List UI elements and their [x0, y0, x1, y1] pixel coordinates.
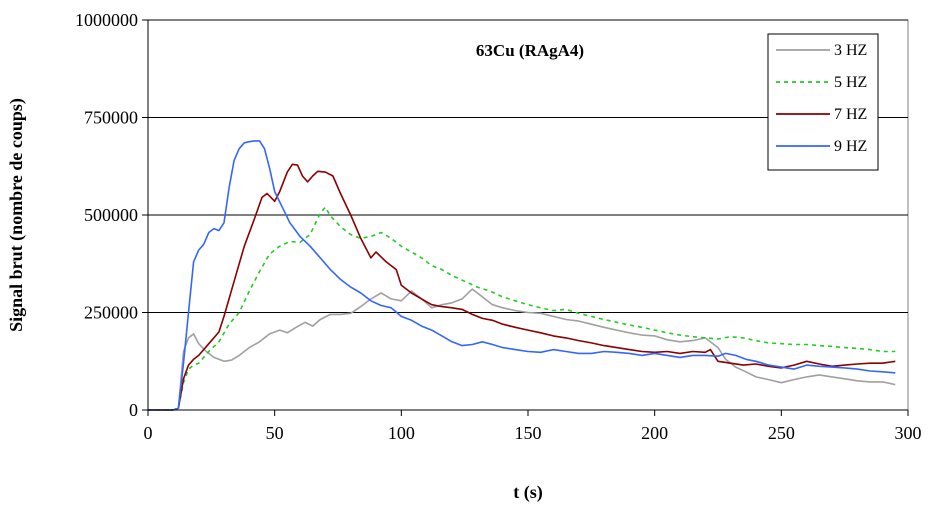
- x-tick-label-0: 0: [144, 423, 153, 443]
- chart-title: 63Cu (RAgA4): [476, 41, 584, 60]
- legend-label-7-hz: 7 HZ: [834, 106, 867, 123]
- series-lines: [148, 140, 896, 411]
- x-tick-label-2: 100: [388, 423, 415, 443]
- legend-label-3-hz: 3 HZ: [834, 42, 867, 59]
- series-line-7-hz: [148, 163, 896, 411]
- x-tick-label-1: 50: [266, 423, 284, 443]
- y-tick-label-4: 1000000: [75, 10, 138, 30]
- axes: [142, 19, 909, 416]
- y-tick-label-1: 250000: [84, 303, 138, 323]
- y-tick-label-3: 750000: [84, 108, 138, 128]
- legend-label-9-hz: 9 HZ: [834, 138, 867, 155]
- series-line-9-hz: [148, 140, 896, 411]
- y-axis-title: Signal brut (nombre de coups): [6, 98, 27, 332]
- x-axis-title: t (s): [513, 482, 543, 503]
- series-line-3-hz: [148, 288, 896, 411]
- legend-box: [767, 33, 879, 171]
- series-line-5-hz: [148, 206, 896, 411]
- x-tick-label-6: 300: [895, 423, 922, 443]
- x-tick-label-3: 150: [515, 423, 542, 443]
- y-tick-label-2: 500000: [84, 205, 138, 225]
- tick-labels: 0 250000 500000 750000 1000000 0 50 100 150 200 25…: [75, 10, 922, 443]
- legend-label-5-hz: 5 HZ: [834, 74, 867, 91]
- legend: 3 HZ 5 HZ 7 HZ 9 HZ: [767, 33, 879, 171]
- y-tick-label-0: 0: [129, 400, 138, 420]
- x-tick-label-4: 200: [641, 423, 668, 443]
- x-tick-label-5: 250: [768, 423, 795, 443]
